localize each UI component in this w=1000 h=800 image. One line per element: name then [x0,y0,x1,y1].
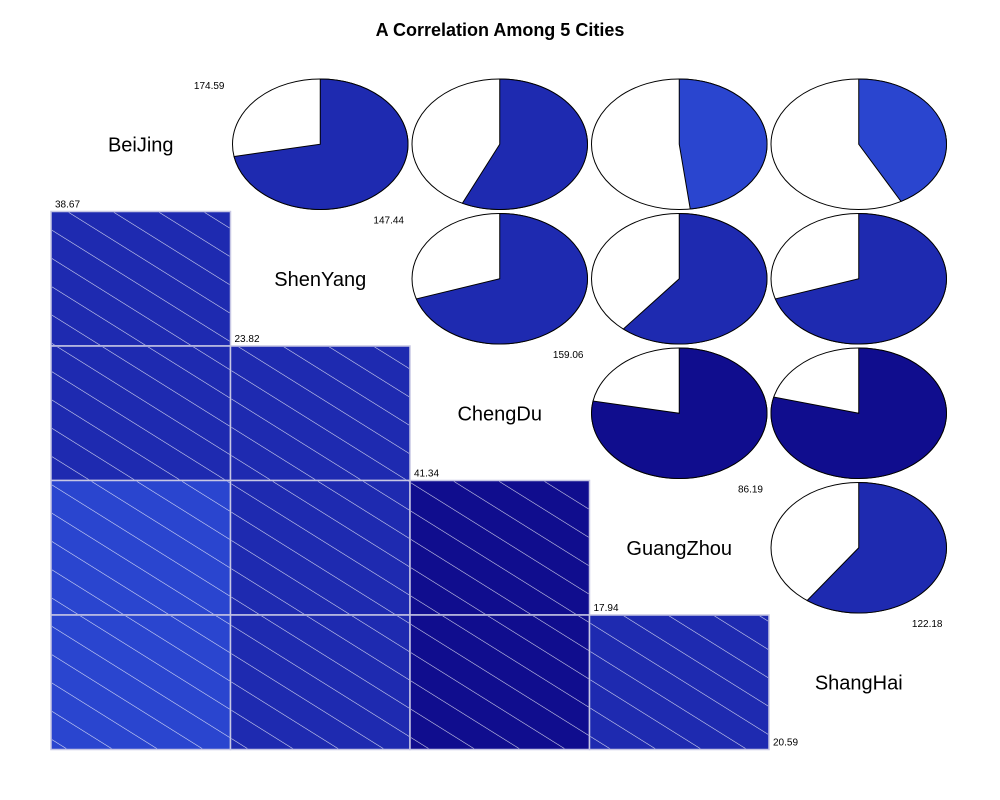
shade-hatch-guangzhou-chengdu [411,481,589,614]
variable-label-shenyang: ShenYang [274,269,366,291]
shade-hatch-chengdu-beijing [52,347,230,480]
range-min-beijing: 38.67 [55,200,80,211]
shade-hatch-shanghai-guangzhou [590,616,768,749]
pie-slice-beijing-shanghai [858,78,947,203]
range-max-chengdu: 159.06 [553,350,584,361]
pie-slice-shenyang-chengdu [415,212,588,345]
chart-title: A Correlation Among 5 Cities [376,20,625,40]
shade-hatch-shanghai-chengdu [411,616,589,749]
pie-slice-shenyang-shanghai [774,212,947,345]
shade-hatch-chengdu-shenyang [231,347,409,480]
matrix-panels: BeiJing 174.59 38.67 ShenYang 147.44 23.82 Che… [50,78,947,751]
pie-slice-beijing-guangzhou [678,78,768,210]
pie-slice-chengdu-shanghai [770,347,947,479]
shade-hatch-guangzhou-shenyang [231,481,409,614]
range-max-beijing: 174.59 [194,81,225,92]
range-min-shenyang: 23.82 [235,334,260,345]
range-max-guangzhou: 86.19 [738,485,763,496]
shade-hatch-shenyang-beijing [52,212,230,345]
range-min-guangzhou: 17.94 [594,603,619,614]
shade-hatch-shanghai-shenyang [231,616,409,749]
range-min-shanghai: 20.59 [773,738,798,749]
shade-hatch-shanghai-beijing [52,616,230,749]
variable-label-guangzhou: GuangZhou [626,538,732,560]
pie-slice-beijing-chengdu [461,78,589,210]
pie-slice-guangzhou-shanghai [806,481,947,614]
pie-slice-shenyang-guangzhou [622,212,768,345]
variable-label-beijing: BeiJing [108,134,174,156]
shade-hatch-guangzhou-beijing [52,481,230,614]
range-max-shanghai: 122.18 [912,619,943,630]
pie-slice-chengdu-guangzhou [591,347,768,479]
variable-label-chengdu: ChengDu [457,403,542,425]
range-min-chengdu: 41.34 [414,469,439,480]
range-max-shenyang: 147.44 [373,216,404,227]
variable-label-shanghai: ShangHai [815,672,903,694]
pie-slice-beijing-shenyang [233,78,409,210]
